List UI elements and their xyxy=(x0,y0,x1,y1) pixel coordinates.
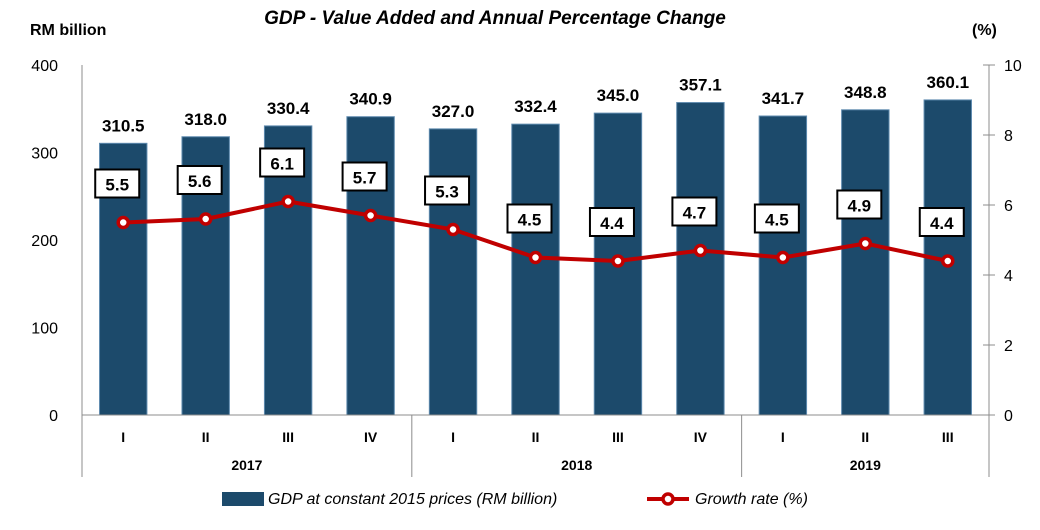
bar-value-label: 345.0 xyxy=(597,86,640,105)
category-label: III xyxy=(612,429,624,445)
left-axis-tick-label: 400 xyxy=(31,58,58,75)
growth-value-label: 5.5 xyxy=(105,176,129,195)
right-axis-tick-label: 2 xyxy=(1004,338,1013,355)
left-axis-tick-label: 0 xyxy=(49,408,58,425)
right-axis-tick-label: 0 xyxy=(1004,408,1013,425)
bar xyxy=(511,123,560,416)
legend-swatch-gdp xyxy=(222,492,264,506)
growth-point-marker xyxy=(693,243,708,258)
chart-title: GDP - Value Added and Annual Percentage … xyxy=(264,8,726,29)
bar xyxy=(841,109,890,416)
growth-point-marker xyxy=(281,194,295,209)
left-axis-tick-label: 100 xyxy=(31,321,58,338)
growth-point-marker xyxy=(363,208,378,223)
legend-label-growth: Growth rate (%) xyxy=(695,491,808,508)
category-label: IV xyxy=(694,429,708,445)
bar-value-label: 330.4 xyxy=(267,99,310,118)
growth-value-box xyxy=(588,207,635,237)
growth-value-box xyxy=(341,161,388,192)
growth-point-marker xyxy=(611,254,625,268)
bar-value-label: 360.1 xyxy=(926,73,969,92)
bar-series: 310.5 318.0 330.4 340.9 327.0 332.4 345.0 357.1… xyxy=(99,73,972,416)
bar xyxy=(676,102,725,416)
year-group-label: 2017 xyxy=(231,457,262,473)
category-label: III xyxy=(942,429,954,445)
growth-value-label: 6.1 xyxy=(270,155,294,174)
category-label: III xyxy=(282,429,294,445)
year-group-label: 2018 xyxy=(561,457,592,473)
bar xyxy=(758,115,808,416)
growth-value-label: 5.7 xyxy=(353,169,377,188)
growth-point-marker xyxy=(858,236,873,251)
growth-value-box xyxy=(506,203,553,234)
bar-value-label: 348.8 xyxy=(844,83,887,102)
right-axis-unit-label: (%) xyxy=(972,22,997,39)
bar xyxy=(428,128,478,416)
category-label: II xyxy=(202,429,210,445)
left-axis-tick-label: 300 xyxy=(31,146,58,163)
growth-value-label: 4.5 xyxy=(518,211,542,230)
growth-point-marker xyxy=(941,254,955,268)
growth-value-label: 5.6 xyxy=(188,172,212,191)
growth-point-marker xyxy=(446,222,460,237)
legend-marker-growth xyxy=(661,492,675,506)
right-axis-tick-label: 10 xyxy=(1004,58,1022,75)
growth-value-box xyxy=(94,168,141,199)
bar-value-label: 310.5 xyxy=(102,116,145,135)
growth-value-box xyxy=(259,147,306,178)
bar-value-label: 357.1 xyxy=(679,76,722,95)
growth-point-marker xyxy=(528,250,543,265)
right-axis-tick-label: 6 xyxy=(1004,198,1013,215)
category-label: I xyxy=(451,429,455,445)
growth-line-series: 5.5 5.6 6.1 5.7 5.3 4.5 4.4 4.7 4.5 4.9 4.4 xyxy=(94,147,965,268)
category-label: II xyxy=(861,429,869,445)
left-axis-unit-label: RM billion xyxy=(30,22,106,39)
growth-value-box xyxy=(424,175,471,206)
bar-value-label: 318.0 xyxy=(184,110,227,129)
bar-value-label: 340.9 xyxy=(349,90,392,109)
growth-value-box xyxy=(671,196,718,227)
growth-value-box xyxy=(753,203,800,234)
growth-value-label: 4.9 xyxy=(847,197,871,216)
growth-value-label: 4.4 xyxy=(930,214,954,233)
bar-value-label: 341.7 xyxy=(762,89,805,108)
growth-point-marker xyxy=(776,250,790,265)
growth-value-label: 4.4 xyxy=(600,214,624,233)
category-label: I xyxy=(121,429,125,445)
growth-value-label: 5.3 xyxy=(435,183,459,202)
category-label: II xyxy=(532,429,540,445)
growth-value-label: 4.5 xyxy=(765,211,789,230)
category-label: IV xyxy=(364,429,378,445)
bar-value-label: 332.4 xyxy=(514,97,557,116)
category-label: I xyxy=(781,429,785,445)
growth-point-marker xyxy=(198,212,213,226)
growth-value-label: 4.7 xyxy=(683,204,707,223)
right-axis-tick-label: 8 xyxy=(1004,128,1013,145)
growth-value-box xyxy=(918,207,965,237)
growth-value-box xyxy=(176,165,223,195)
left-axis-tick-label: 200 xyxy=(31,233,58,250)
legend-label-gdp: GDP at constant 2015 prices (RM billion) xyxy=(268,491,557,508)
right-axis-tick-label: 4 xyxy=(1004,268,1013,285)
bar xyxy=(346,116,395,416)
growth-point-marker xyxy=(116,215,130,230)
year-group-label: 2019 xyxy=(850,457,881,473)
bar-value-label: 327.0 xyxy=(432,102,475,121)
growth-value-box xyxy=(836,189,883,220)
legend: GDP at constant 2015 prices (RM billion)… xyxy=(222,491,808,508)
